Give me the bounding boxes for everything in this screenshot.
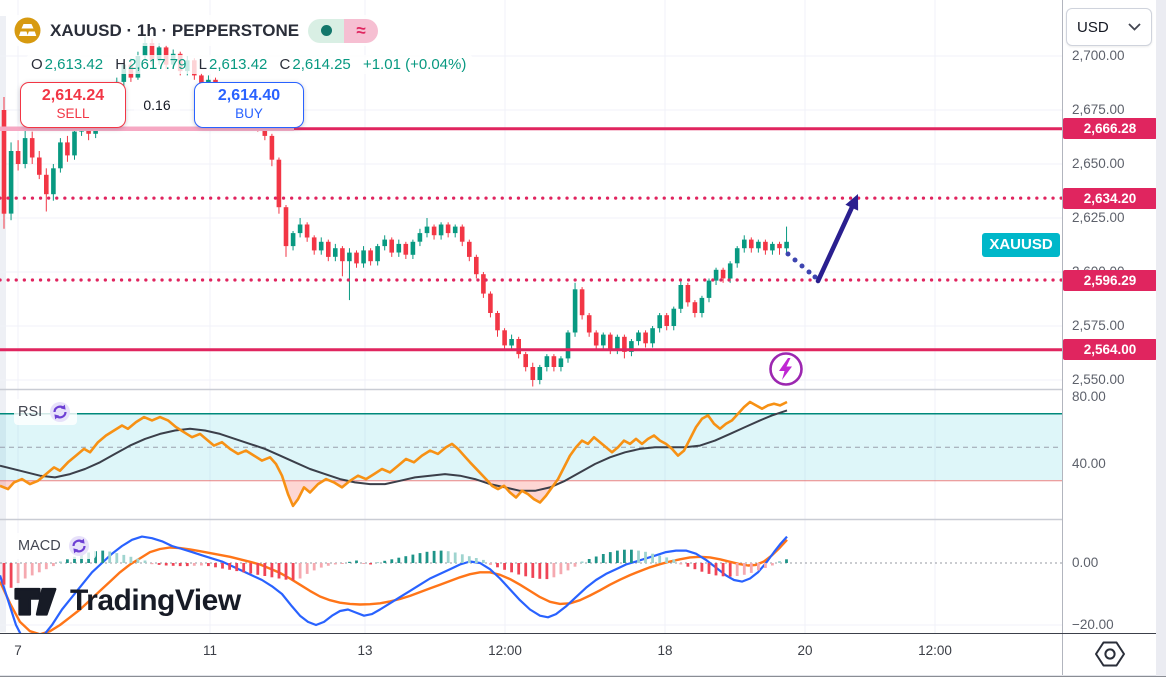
price-level-tag: 2,596.29 xyxy=(1063,269,1157,291)
drawing-annotations xyxy=(785,194,859,284)
low-value: 2,613.42 xyxy=(208,56,268,73)
time-axis[interactable]: 7 11 13 12:00 18 20 12:00 xyxy=(0,633,1166,676)
time-axis-label: 12:00 xyxy=(918,643,952,658)
buy-label: BUY xyxy=(235,106,263,121)
change-value: +1.01 (+0.04%) xyxy=(362,56,467,73)
high-value: 2,617.79 xyxy=(128,56,187,73)
chart-legend-header: XAUUSD · 1h · PEPPERSTONE ≈ xyxy=(12,15,385,46)
time-axis-label: 18 xyxy=(657,643,673,658)
time-axis-label: 11 xyxy=(202,643,218,658)
price-levels xyxy=(0,126,1062,352)
buy-price: 2,614.40 xyxy=(217,87,281,104)
refresh-icon[interactable] xyxy=(68,535,90,557)
high-prefix: H xyxy=(115,56,127,73)
macd-histogram xyxy=(2,549,788,588)
chevron-down-icon xyxy=(1128,23,1141,31)
tradingview-watermark: TradingView xyxy=(14,580,241,622)
watermark-text: TradingView xyxy=(70,584,241,617)
buy-button[interactable]: 2,614.40 BUY xyxy=(194,82,304,128)
macd-axis-label: 0.00 xyxy=(1072,555,1099,570)
close-prefix: C xyxy=(279,56,291,73)
symbol-price-tag: XAUUSD xyxy=(982,233,1060,257)
sell-price: 2,614.24 xyxy=(41,87,105,104)
time-axis-label: 12:00 xyxy=(488,643,522,658)
price-axis-label: 2,650.00 xyxy=(1072,156,1125,171)
rsi-pane xyxy=(0,400,1062,508)
market-open-pill[interactable] xyxy=(308,18,345,43)
macd-indicator-legend[interactable]: MACD xyxy=(14,533,96,559)
time-axis-label: 20 xyxy=(797,643,813,658)
price-chart-canvas[interactable] xyxy=(0,0,1062,633)
settings-hexagon-icon[interactable] xyxy=(1093,638,1127,670)
market-status-toggle[interactable]: ≈ xyxy=(308,18,379,43)
macd-axis-label: −20.00 xyxy=(1072,617,1114,632)
price-axis-label: 2,700.00 xyxy=(1072,48,1125,63)
price-axis-label: 2,625.00 xyxy=(1072,210,1125,225)
price-level-tag: 2,634.20 xyxy=(1063,187,1157,209)
refresh-icon[interactable] xyxy=(49,401,71,423)
rsi-label: RSI xyxy=(18,404,43,420)
low-prefix: L xyxy=(198,56,207,73)
price-level-tag: 2,666.28 xyxy=(1063,118,1157,140)
tradingview-logo-icon xyxy=(14,587,57,616)
macd-label: MACD xyxy=(18,538,61,554)
close-value: 2,614.25 xyxy=(292,56,351,73)
ohlc-readout: O 2,613.42 H 2,617.79 L 2,613.42 C 2,614.25 … xyxy=(26,55,474,74)
spread-value: 0.16 xyxy=(134,97,180,113)
left-gutter xyxy=(0,16,6,632)
symbol-title[interactable]: XAUUSD · 1h · PEPPERSTONE xyxy=(50,20,300,40)
currency-selector[interactable]: USD xyxy=(1066,8,1152,46)
price-level-tag: 2,564.00 xyxy=(1063,339,1157,361)
lightning-badge-icon[interactable] xyxy=(766,349,806,389)
rsi-indicator-legend[interactable]: RSI xyxy=(14,399,78,425)
price-axis-label: 2,550.00 xyxy=(1072,372,1125,387)
market-status-dot-icon xyxy=(320,25,332,36)
time-axis-label: 13 xyxy=(357,643,373,658)
price-axis-label: 2,675.00 xyxy=(1072,102,1125,117)
time-axis-underline xyxy=(0,675,1166,676)
currency-value: USD xyxy=(1077,18,1109,36)
time-axis-label: 7 xyxy=(14,643,22,658)
rsi-axis-label: 80.00 xyxy=(1072,389,1106,404)
open-value: 2,613.42 xyxy=(44,56,104,73)
pane-separators xyxy=(0,388,1062,521)
sell-button[interactable]: 2,614.24 SELL xyxy=(20,82,126,128)
rsi-axis-label: 40.00 xyxy=(1072,456,1106,471)
approx-data-pill[interactable]: ≈ xyxy=(344,18,379,43)
gold-symbol-icon xyxy=(14,17,41,44)
open-prefix: O xyxy=(31,56,43,73)
axis-corner-separator xyxy=(1062,634,1063,676)
price-axis-label: 2,575.00 xyxy=(1072,318,1125,333)
order-panel: 2,614.24 SELL 0.16 2,614.40 BUY xyxy=(20,82,304,128)
price-axis[interactable]: 2,700.002,675.002,650.002,625.002,600.00… xyxy=(1062,0,1157,633)
sell-label: SELL xyxy=(56,106,90,121)
scrollbar[interactable] xyxy=(1156,0,1166,676)
